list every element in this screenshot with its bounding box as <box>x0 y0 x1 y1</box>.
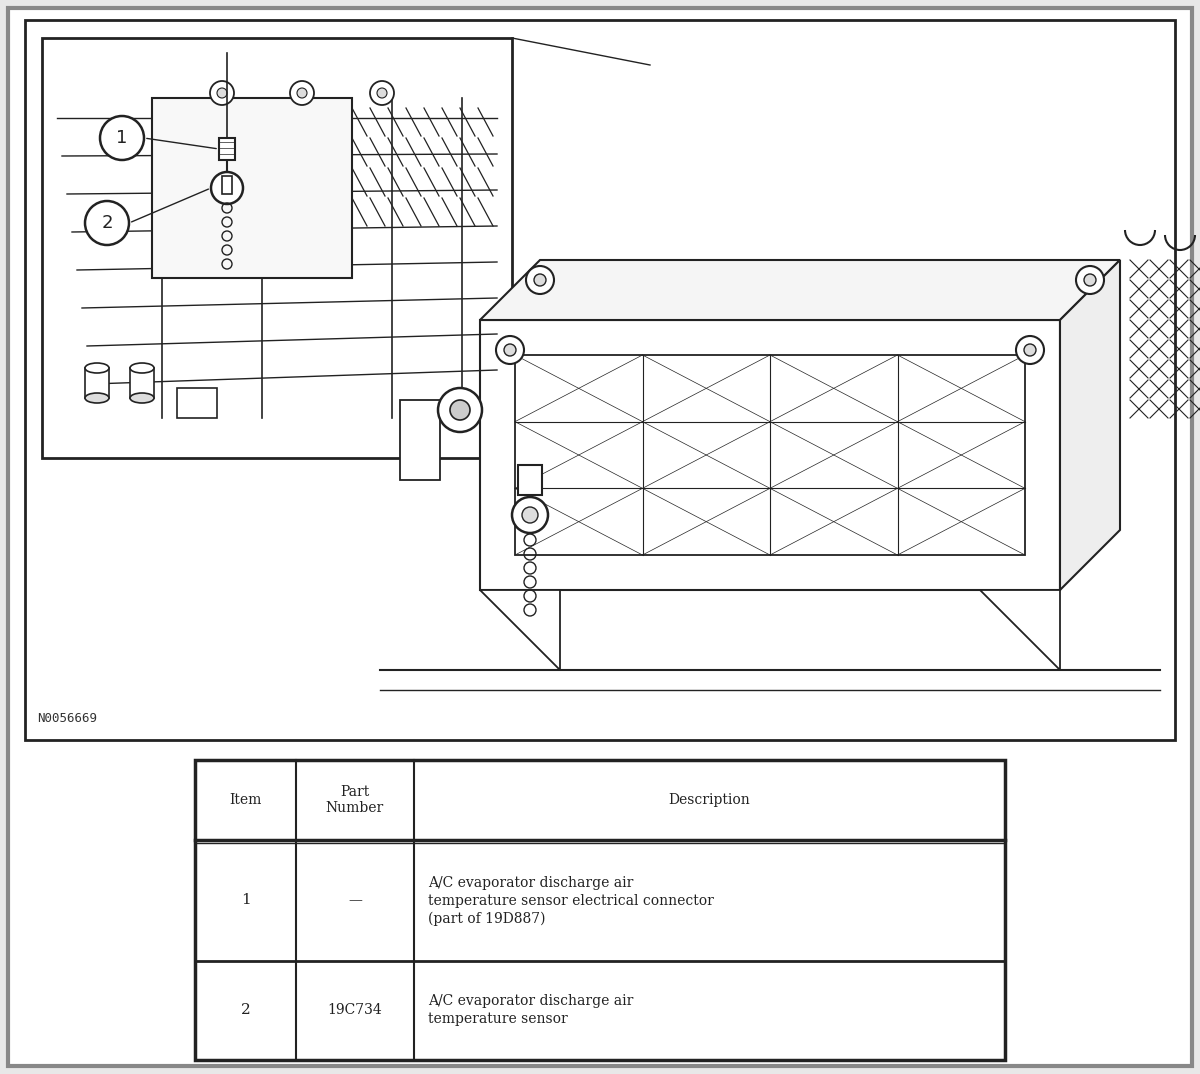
Circle shape <box>210 81 234 105</box>
Circle shape <box>1076 266 1104 294</box>
Bar <box>518 465 542 495</box>
Circle shape <box>1024 344 1036 355</box>
Circle shape <box>85 201 130 245</box>
Ellipse shape <box>85 393 109 403</box>
Polygon shape <box>1060 260 1120 590</box>
Circle shape <box>496 336 524 364</box>
Circle shape <box>504 344 516 355</box>
Polygon shape <box>480 260 1120 320</box>
Text: temperature sensor electrical connector: temperature sensor electrical connector <box>427 894 714 908</box>
Circle shape <box>298 88 307 98</box>
Text: 1: 1 <box>116 129 127 147</box>
Polygon shape <box>480 320 1060 590</box>
Circle shape <box>100 116 144 160</box>
Ellipse shape <box>85 363 109 373</box>
Circle shape <box>211 172 242 204</box>
Bar <box>178 388 217 418</box>
Circle shape <box>377 88 386 98</box>
Text: Item: Item <box>229 793 262 807</box>
Circle shape <box>438 388 482 432</box>
Circle shape <box>370 81 394 105</box>
Bar <box>42 38 512 458</box>
Circle shape <box>217 88 227 98</box>
Bar <box>220 137 235 160</box>
Bar <box>194 760 1006 1060</box>
Text: 1: 1 <box>241 894 251 908</box>
Bar <box>130 368 154 398</box>
Bar <box>25 20 1175 740</box>
Polygon shape <box>480 590 560 670</box>
Text: (part of 19D887): (part of 19D887) <box>427 912 545 926</box>
Bar <box>515 355 1025 555</box>
Circle shape <box>450 400 470 420</box>
Bar <box>152 98 352 278</box>
Circle shape <box>1016 336 1044 364</box>
Text: temperature sensor: temperature sensor <box>427 1013 568 1027</box>
Text: 2: 2 <box>101 214 113 232</box>
Text: Part
Number: Part Number <box>326 785 384 815</box>
Bar <box>222 176 232 194</box>
Circle shape <box>290 81 314 105</box>
Ellipse shape <box>130 393 154 403</box>
Bar <box>46 41 509 455</box>
Text: —: — <box>348 894 362 908</box>
Circle shape <box>1084 274 1096 286</box>
Circle shape <box>534 274 546 286</box>
Text: 2: 2 <box>241 1003 251 1017</box>
Text: 19C734: 19C734 <box>328 1003 383 1017</box>
Circle shape <box>522 507 538 523</box>
Circle shape <box>512 497 548 533</box>
Polygon shape <box>400 400 440 480</box>
Text: N0056669: N0056669 <box>37 712 97 725</box>
Text: Description: Description <box>668 793 750 807</box>
Polygon shape <box>980 590 1060 670</box>
Circle shape <box>526 266 554 294</box>
Ellipse shape <box>130 363 154 373</box>
Text: A/C evaporator discharge air: A/C evaporator discharge air <box>427 995 634 1008</box>
Bar <box>85 368 109 398</box>
Text: A/C evaporator discharge air: A/C evaporator discharge air <box>427 875 634 889</box>
